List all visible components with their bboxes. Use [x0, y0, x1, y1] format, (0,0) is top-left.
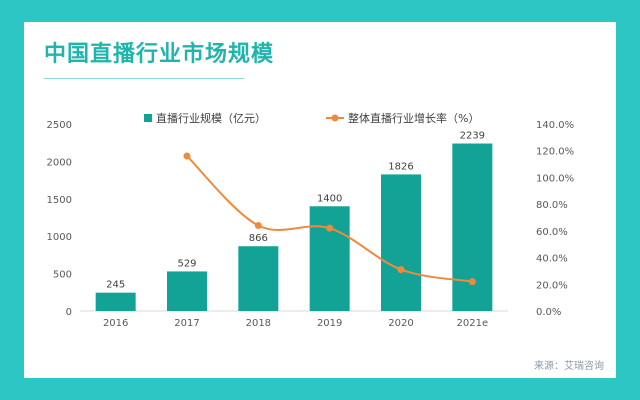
bar-2017: [167, 271, 207, 311]
right-tick-label: 140.0%: [536, 120, 574, 131]
right-tick-label: 120.0%: [536, 147, 574, 158]
growth-rate-point: [183, 152, 191, 160]
bar-value-label: 2239: [460, 131, 485, 142]
legend: 直播行业规模（亿元） 整体直播行业增长率（%）: [144, 111, 479, 125]
left-tick-label: 1500: [47, 195, 72, 206]
bar-2020: [381, 174, 421, 311]
left-tick-label: 2500: [47, 120, 72, 131]
bar-value-label: 1826: [388, 161, 413, 172]
x-tick-label: 2018: [246, 318, 271, 329]
x-tick-label: 2019: [317, 318, 342, 329]
combo-chart: 245 529 866 1400 1826 2239 0 500 1000 1500 2000 25…: [47, 111, 575, 329]
legend-line-marker: [331, 114, 339, 122]
left-tick-label: 2000: [47, 157, 72, 168]
right-tick-label: 60.0%: [536, 227, 568, 238]
left-axis-ticks: 0 500 1000 1500 2000 2500: [47, 120, 72, 318]
growth-rate-point: [326, 224, 334, 232]
chart-card: 中国直播行业市场规模 245 529 866 1400 1826 2239 0 500 100…: [24, 22, 616, 378]
source-note: 来源：艾瑞咨询: [534, 361, 604, 372]
right-tick-label: 0.0%: [536, 307, 561, 318]
bar-data-labels: 245 529 866 1400 1826 2239: [106, 131, 485, 291]
growth-rate-point: [254, 222, 262, 230]
growth-rate-point: [468, 278, 476, 286]
bar-value-label: 866: [249, 233, 268, 244]
bar-value-label: 529: [177, 258, 196, 269]
bar-2018: [238, 246, 279, 311]
legend-bar-swatch: [144, 114, 152, 122]
right-axis-ticks: 0.0% 20.0% 40.0% 60.0% 80.0% 100.0% 120.0% 140.…: [536, 120, 574, 318]
right-tick-label: 80.0%: [536, 200, 568, 211]
right-tick-label: 40.0%: [536, 254, 568, 265]
left-tick-label: 1000: [47, 232, 72, 243]
growth-rate-point: [397, 266, 405, 274]
title-divider: [44, 78, 244, 79]
line-series: [183, 152, 476, 286]
right-tick-label: 20.0%: [536, 280, 568, 291]
x-tick-label: 2021e: [457, 318, 489, 329]
bar-value-label: 1400: [317, 193, 342, 204]
left-tick-label: 500: [53, 270, 72, 281]
bar-2021e: [452, 143, 493, 311]
x-tick-label: 2017: [174, 318, 199, 329]
x-tick-label: 2016: [103, 318, 128, 329]
bar-2019: [309, 206, 350, 311]
bar-series: [95, 143, 493, 311]
bar-2016: [95, 292, 136, 311]
x-tick-label: 2020: [388, 318, 413, 329]
left-tick-label: 0: [66, 307, 72, 318]
x-axis-ticks: 2016 2017 2018 2019 2020 2021e: [103, 318, 488, 329]
bar-value-label: 245: [106, 280, 125, 291]
legend-line-label: 整体直播行业增长率（%）: [348, 111, 479, 125]
page-title: 中国直播行业市场规模: [44, 42, 275, 67]
legend-bar-label: 直播行业规模（亿元）: [156, 111, 266, 125]
right-tick-label: 100.0%: [536, 173, 574, 184]
